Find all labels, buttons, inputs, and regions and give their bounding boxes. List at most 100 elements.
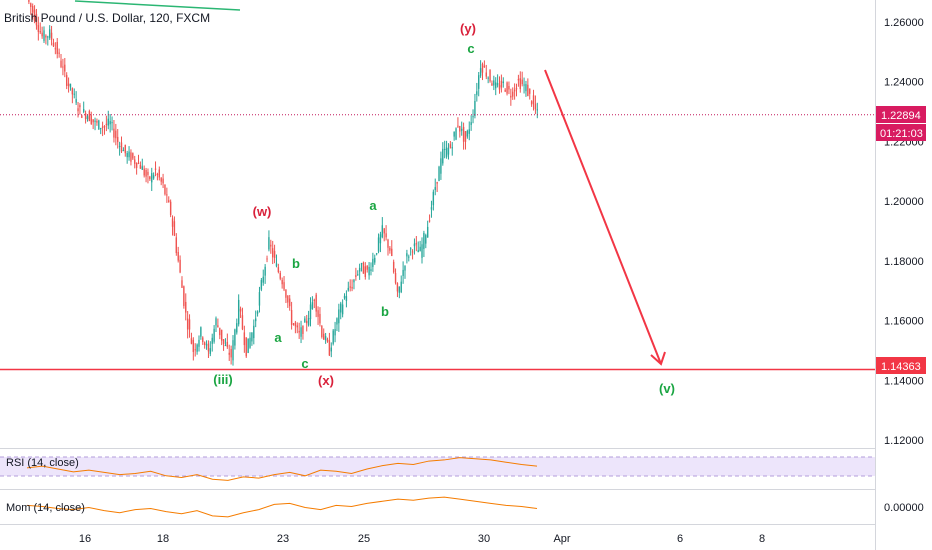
- candle-body: [232, 340, 234, 361]
- price-tick-label: 1.12000: [884, 435, 924, 447]
- candle-body: [453, 131, 455, 137]
- candle-body: [529, 88, 531, 94]
- candle-body: [220, 329, 223, 341]
- candle-body: [355, 275, 357, 277]
- rsi-line: [26, 457, 538, 481]
- candle-body: [358, 267, 361, 272]
- candle-body: [442, 148, 444, 164]
- candle-body: [481, 64, 484, 73]
- mom-label: Mom (14, close): [6, 502, 85, 514]
- candle-body: [362, 262, 365, 274]
- candle-body: [219, 327, 221, 336]
- wave-label: b: [292, 256, 300, 271]
- candle-body: [440, 158, 442, 174]
- chart-title: British Pound / U.S. Dollar, 120, FXCM: [4, 11, 210, 25]
- candle-body: [489, 70, 491, 82]
- candle-body: [534, 103, 537, 110]
- candle-body: [94, 120, 96, 122]
- candle-body: [372, 258, 374, 267]
- time-tick-label: 23: [277, 533, 289, 545]
- candle-body: [177, 251, 179, 261]
- candle-body: [67, 83, 70, 86]
- candle-body: [476, 91, 478, 95]
- candle-body: [239, 308, 242, 312]
- candle-body: [324, 336, 327, 341]
- candle-body: [485, 72, 487, 77]
- candle-body: [58, 52, 60, 54]
- candle-body: [328, 340, 331, 356]
- candle-body: [273, 250, 276, 258]
- time-tick-label: 25: [358, 533, 370, 545]
- candle-body: [98, 120, 100, 130]
- candle-body: [256, 311, 259, 314]
- candle-body: [166, 194, 168, 196]
- candle-body: [264, 266, 266, 276]
- candle-body: [151, 173, 153, 183]
- candle-body: [394, 273, 397, 283]
- candle-body: [417, 250, 419, 253]
- candle-body: [103, 126, 106, 128]
- candle-body: [317, 310, 319, 317]
- candle-body: [143, 168, 145, 176]
- candle-body: [236, 323, 238, 333]
- candle-body: [139, 164, 142, 169]
- wave-label: (w): [253, 204, 272, 219]
- candle-body: [466, 130, 469, 137]
- candle-body: [79, 105, 81, 108]
- candle-body: [275, 263, 278, 267]
- candle-body: [336, 318, 338, 325]
- candle-body: [245, 337, 247, 357]
- rsi-label: RSI (14, close): [6, 457, 79, 469]
- candle-body: [347, 287, 349, 291]
- candle-body: [92, 119, 94, 123]
- candle-body: [62, 66, 64, 68]
- candle-body: [351, 286, 353, 289]
- candle-body: [134, 159, 136, 164]
- candle-body: [141, 166, 143, 170]
- candle-body: [33, 9, 36, 22]
- candle-body: [268, 237, 270, 250]
- candle-body: [345, 296, 348, 301]
- support-price-value: 1.14363: [881, 361, 921, 373]
- candle-body: [423, 232, 425, 249]
- candle-body: [203, 342, 206, 346]
- candle-body: [154, 168, 157, 170]
- candle-body: [432, 191, 435, 206]
- candle-body: [408, 256, 410, 258]
- candle-body: [364, 266, 367, 277]
- candle-body: [462, 126, 465, 142]
- candle-body: [194, 349, 196, 351]
- time-tick-label: 18: [157, 533, 169, 545]
- candle-body: [109, 121, 111, 125]
- candle-body: [436, 182, 438, 184]
- candle-body: [277, 267, 280, 273]
- candle-body: [241, 315, 244, 330]
- candle-body: [421, 244, 423, 258]
- wave-label: (iii): [213, 372, 233, 387]
- candle-body: [185, 301, 187, 313]
- candle-body: [315, 294, 317, 312]
- candle-body: [343, 295, 346, 299]
- candle-body: [228, 352, 230, 355]
- candle-body: [449, 144, 452, 148]
- candle-body: [443, 149, 446, 151]
- projection-arrowhead: [650, 351, 666, 366]
- candle-body: [100, 128, 102, 130]
- candle-body: [461, 128, 463, 131]
- candle-body: [135, 162, 138, 168]
- candle-body: [527, 84, 529, 97]
- time-tick-label: 30: [478, 533, 490, 545]
- candle-body: [260, 280, 263, 290]
- candle-body: [353, 279, 355, 283]
- candle-body: [302, 326, 304, 334]
- candle-body: [478, 75, 480, 89]
- candle-body: [160, 178, 162, 182]
- candle-body: [523, 84, 525, 86]
- mom-zero-tick: 0.00000: [884, 502, 924, 514]
- wave-label: (v): [659, 381, 675, 396]
- candle-body: [287, 295, 289, 303]
- candle-body: [253, 325, 255, 339]
- candle-body: [445, 147, 448, 157]
- candle-body: [319, 313, 321, 324]
